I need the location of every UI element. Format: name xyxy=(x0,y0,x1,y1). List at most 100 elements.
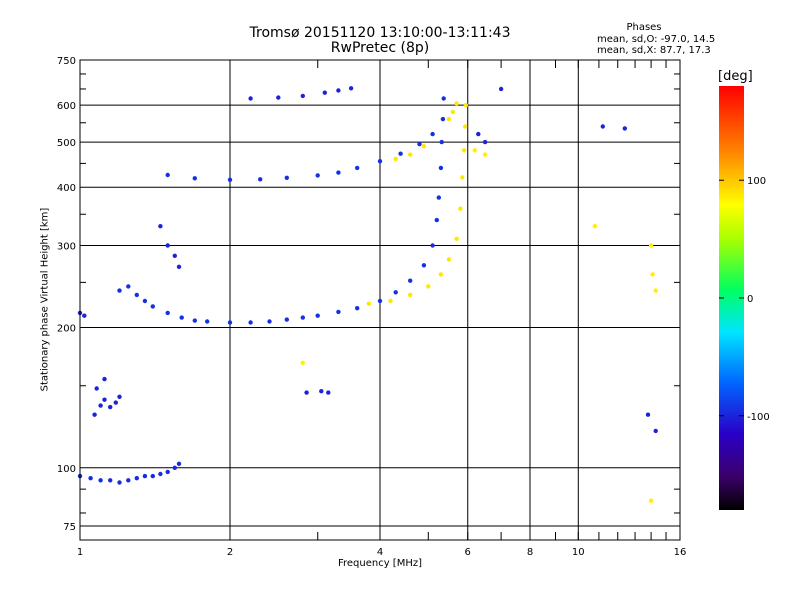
data-point xyxy=(172,253,177,258)
data-point xyxy=(439,139,444,145)
data-point xyxy=(315,173,320,178)
data-point xyxy=(592,224,598,229)
data-point xyxy=(377,298,383,304)
data-point xyxy=(645,412,651,417)
y-axis-label: Stationary phase Virtual Height [km] xyxy=(39,207,51,392)
data-point xyxy=(150,304,155,309)
x-tick-label: 2 xyxy=(227,547,233,558)
phases-o-line: mean, sd,O: -97.0, 14.5 xyxy=(597,34,716,45)
phases-heading: Phases xyxy=(626,22,662,33)
data-point xyxy=(172,465,177,470)
data-point xyxy=(450,109,455,115)
data-point xyxy=(98,403,103,408)
data-point xyxy=(248,96,253,101)
data-point xyxy=(650,272,655,277)
data-point xyxy=(454,236,459,241)
data-point xyxy=(421,144,427,149)
data-point xyxy=(142,473,148,479)
data-point xyxy=(648,498,654,503)
data-point xyxy=(134,292,139,298)
data-point xyxy=(227,320,233,325)
data-point xyxy=(117,394,122,399)
y-tick-label: 300 xyxy=(57,241,76,252)
data-point xyxy=(165,310,170,316)
data-point xyxy=(440,116,446,122)
data-point xyxy=(113,400,119,405)
x-tick-label: 16 xyxy=(674,547,687,558)
data-point xyxy=(102,397,107,402)
colorbar-label: [deg] xyxy=(718,69,753,84)
data-point xyxy=(94,386,99,391)
data-point xyxy=(463,103,469,108)
colorbar-tick-label: -100 xyxy=(747,412,770,423)
data-point xyxy=(108,478,113,483)
y-tick-label: 400 xyxy=(57,183,76,194)
x-tick-label: 4 xyxy=(377,547,383,558)
data-point xyxy=(476,131,481,137)
data-point xyxy=(430,243,435,248)
data-point xyxy=(158,471,163,477)
data-point xyxy=(366,301,372,306)
data-point xyxy=(421,263,427,268)
y-tick-label: 750 xyxy=(57,56,76,67)
data-point xyxy=(284,175,289,180)
data-point xyxy=(355,165,360,171)
data-point xyxy=(436,195,441,200)
colorbar-tick-label: 0 xyxy=(747,294,753,305)
data-point xyxy=(377,159,383,164)
data-point xyxy=(300,315,305,320)
data-point xyxy=(426,284,431,289)
data-point xyxy=(498,86,504,92)
data-point xyxy=(117,480,122,485)
data-point xyxy=(336,170,341,175)
data-point xyxy=(441,96,446,101)
data-point xyxy=(165,172,170,178)
data-point xyxy=(482,139,488,145)
data-point xyxy=(336,88,341,93)
y-tick-label: 75 xyxy=(63,522,76,533)
data-point xyxy=(648,243,654,248)
data-point xyxy=(393,156,398,162)
data-point xyxy=(472,148,477,153)
data-point xyxy=(326,390,331,395)
data-point xyxy=(176,264,182,269)
data-point xyxy=(126,478,131,483)
data-point xyxy=(430,131,435,137)
data-point xyxy=(304,390,309,395)
data-point xyxy=(227,177,233,182)
data-point xyxy=(458,206,463,211)
data-point xyxy=(179,315,184,320)
data-point xyxy=(267,319,272,324)
data-point xyxy=(300,360,305,365)
colorbar-tick-label: 100 xyxy=(747,176,766,187)
y-tick-label: 200 xyxy=(57,324,76,335)
data-point xyxy=(622,126,627,131)
data-point xyxy=(165,469,170,475)
data-point xyxy=(408,292,413,298)
chart-subtitle: RwPretec (8p) xyxy=(330,40,430,56)
grid-layer xyxy=(80,60,680,540)
x-tick-label: 10 xyxy=(572,547,585,558)
data-point xyxy=(417,141,422,147)
data-point xyxy=(388,298,393,304)
data-point xyxy=(82,313,87,318)
data-point xyxy=(600,124,605,129)
data-point xyxy=(92,412,97,417)
data-point xyxy=(461,148,467,153)
data-point xyxy=(319,389,324,394)
data-point xyxy=(348,86,354,91)
data-point xyxy=(438,165,444,171)
x-tick-label: 8 xyxy=(527,547,533,558)
data-point xyxy=(398,151,403,156)
y-tick-label: 500 xyxy=(57,138,76,149)
data-point xyxy=(88,476,93,481)
data-point xyxy=(446,257,452,262)
data-point xyxy=(192,176,197,181)
data-point xyxy=(408,152,413,157)
data-point xyxy=(165,243,170,248)
data-point xyxy=(322,90,327,95)
data-point xyxy=(653,288,658,293)
data-point xyxy=(126,284,131,289)
data-point xyxy=(142,298,148,304)
data-point xyxy=(336,309,341,315)
